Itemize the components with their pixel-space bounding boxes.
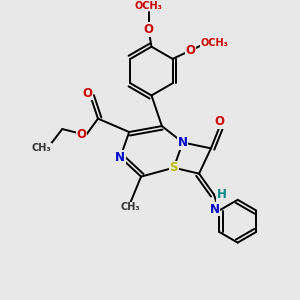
Text: N: N: [210, 202, 220, 215]
Text: N: N: [178, 136, 188, 149]
Text: O: O: [76, 128, 87, 142]
Text: S: S: [169, 161, 178, 174]
Text: H: H: [216, 188, 226, 201]
Text: CH₃: CH₃: [32, 143, 51, 153]
Text: O: O: [185, 44, 195, 57]
Text: N: N: [115, 151, 125, 164]
Text: OCH₃: OCH₃: [135, 1, 163, 11]
Text: O: O: [82, 87, 93, 100]
Text: O: O: [215, 115, 225, 128]
Text: O: O: [143, 23, 154, 36]
Text: CH₃: CH₃: [121, 202, 140, 212]
Text: OCH₃: OCH₃: [201, 38, 229, 48]
